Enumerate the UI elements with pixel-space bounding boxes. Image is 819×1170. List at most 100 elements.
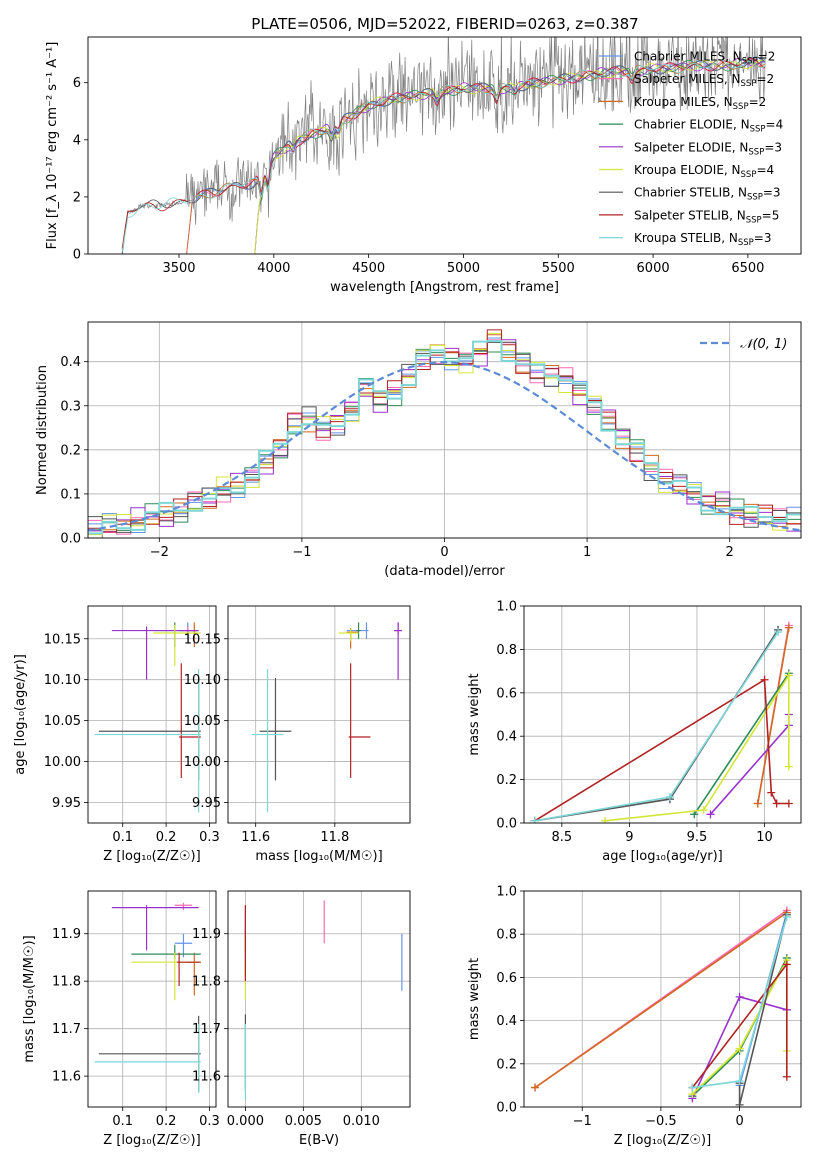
legend-label: Chabrier MILES, NSSP=2 <box>634 50 775 67</box>
x-axis-label: Z [log₁₀(Z/Z☉)] <box>103 1133 200 1148</box>
x-tick-label: 0.2 <box>156 1114 177 1129</box>
series-line <box>534 911 788 1089</box>
y-tick-label: 1.0 <box>496 600 517 615</box>
series-marker <box>782 912 791 921</box>
y-tick-label: 0.3 <box>60 399 81 414</box>
model-line <box>121 57 766 249</box>
panel-mass_vs_Z: 0.1 0.2 0.3 11.6 11.7 11.8 11.9 Z [log₁₀(Z/Z☉)]… <box>22 890 220 1148</box>
y-tick-label: 10.05 <box>44 714 81 729</box>
x-tick-label: 0.1 <box>112 1114 133 1129</box>
plot-area <box>88 329 801 538</box>
axes-frame <box>227 890 411 1108</box>
y-tick-label: 0.4 <box>496 1014 517 1029</box>
x-axis-label: Z [log₁₀(Z/Z☉)] <box>614 1133 711 1148</box>
panel-residuals: −2 −1 0 1 2 0.0 0.1 0.2 0.3 0.4 (data-model)/error… <box>35 321 802 579</box>
frame: 8.5 9 9.5 10 0.0 0.2 0.4 0.6 0.8 1.0 age [log₁₀(ag… <box>467 600 802 864</box>
plots-layer: 3500 4000 4500 5000 5500 6000 6500 0 2 4 6 waveleng… <box>13 36 802 1148</box>
y-tick-label: 10.00 <box>44 755 81 770</box>
legend: Chabrier MILES, NSSP=2 Salpeter MILES, NS… <box>599 50 783 248</box>
y-tick-label: 0.4 <box>60 355 81 370</box>
y-tick-label: 11.7 <box>52 1022 81 1037</box>
legend-label: Salpeter MILES, NSSP=2 <box>634 72 774 89</box>
plot-area <box>244 900 403 1100</box>
x-tick-label: 0.000 <box>227 1114 264 1129</box>
x-tick-label: 5000 <box>447 261 480 276</box>
x-tick-label: 0.3 <box>199 1114 220 1129</box>
series-line <box>534 629 779 822</box>
legend-label: Kroupa STELIB, NSSP=3 <box>634 231 772 248</box>
x-tick-label: 0.2 <box>156 830 177 845</box>
y-tick-label: 10.15 <box>184 632 221 647</box>
panel-weight_vs_Z: −1 −0.5 0 0.0 0.2 0.4 0.6 0.8 1.0 Z [log₁₀(Z/Z☉)]… <box>467 885 802 1148</box>
y-tick-label: 11.9 <box>52 927 81 942</box>
y-tick-label: 0.2 <box>496 773 517 788</box>
frame: 0.1 0.2 0.3 11.6 11.7 11.8 11.9 Z [log₁₀(Z/Z☉)]… <box>22 890 220 1148</box>
legend-label: Chabrier STELIB, NSSP=3 <box>634 186 781 203</box>
y-tick-label: 11.8 <box>52 975 81 990</box>
legend-label: Chabrier ELODIE, NSSP=4 <box>634 118 783 135</box>
panel-age_vs_mass: 11.6 11.8 9.95 10.00 10.05 10.10 10.15 mass [lo… <box>184 605 411 864</box>
normal-curve <box>88 360 801 532</box>
x-axis-label: Z [log₁₀(Z/Z☉)] <box>103 849 200 864</box>
plot-area <box>121 37 768 254</box>
series-marker <box>784 623 793 632</box>
model-line <box>254 58 765 254</box>
errorbar <box>111 626 199 680</box>
x-axis-label: wavelength [Angstrom, rest frame] <box>330 280 559 295</box>
y-tick-label: 11.8 <box>192 975 221 990</box>
x-axis-label: mass [log₁₀(M/M☉)] <box>255 849 382 864</box>
errorbar <box>356 622 361 639</box>
panel-mass_vs_ebv: 0.000 0.005 0.010 11.6 11.7 11.8 11.9 E(B-V) <box>192 890 411 1148</box>
series-marker <box>531 1083 540 1092</box>
errorbar <box>94 1023 201 1093</box>
y-axis-label: Flux [f_λ 10⁻¹⁷ erg cm⁻² s⁻¹ A⁻¹] <box>45 42 60 250</box>
x-tick-label: 6500 <box>731 261 764 276</box>
axes-frame <box>227 605 411 824</box>
series-marker <box>706 810 715 819</box>
errorbar <box>174 933 193 958</box>
x-tick-label: 4500 <box>352 261 385 276</box>
x-tick-label: 4000 <box>257 261 290 276</box>
series-marker <box>784 671 793 680</box>
errorbar <box>259 678 292 781</box>
x-axis-label: E(B-V) <box>299 1133 339 1148</box>
y-tick-label: 9.95 <box>192 796 221 811</box>
plot-area <box>531 906 791 1107</box>
x-tick-label: 0.005 <box>285 1114 322 1129</box>
series-marker <box>782 1072 791 1081</box>
y-tick-label: 0.0 <box>60 532 81 547</box>
errorbar <box>111 905 199 951</box>
errorbar <box>94 669 201 813</box>
frame: 3500 4000 4500 5000 5500 6000 6500 0 2 4 6 waveleng… <box>45 36 802 295</box>
y-tick-label: 2 <box>73 190 81 205</box>
legend-label: Salpeter ELODIE, NSSP=3 <box>634 140 782 157</box>
x-tick-label: 0.010 <box>343 1114 380 1129</box>
legend-label: Salpeter STELIB, NSSP=5 <box>634 208 779 225</box>
series-marker <box>735 1100 744 1107</box>
model-line <box>186 56 765 254</box>
y-axis-label: age [log₁₀(age/yr)] <box>13 654 28 775</box>
figure-title: PLATE=0506, MJD=52022, FIBERID=0263, z=0… <box>251 15 638 33</box>
y-tick-label: 10.10 <box>184 673 221 688</box>
axes-frame <box>523 890 802 1108</box>
series-marker <box>782 960 791 969</box>
y-tick-label: 0.4 <box>496 730 517 745</box>
y-tick-label: 0.1 <box>60 487 81 502</box>
series-line <box>709 714 790 815</box>
errorbar <box>176 952 201 986</box>
y-tick-label: 0.0 <box>496 1101 517 1116</box>
legend-label: Kroupa ELODIE, NSSP=4 <box>634 163 774 180</box>
y-axis-label: Normed distribution <box>35 365 50 495</box>
y-tick-label: 0 <box>73 248 81 263</box>
series-line <box>534 631 779 822</box>
y-tick-label: 10.00 <box>184 755 221 770</box>
series-marker <box>760 675 769 684</box>
series-marker <box>767 788 776 797</box>
legend-label: Kroupa MILES, NSSP=2 <box>634 95 766 112</box>
y-tick-label: 9.95 <box>52 796 81 811</box>
x-tick-label: −2 <box>150 545 169 560</box>
model-line <box>186 60 765 254</box>
errorbar <box>251 669 284 813</box>
panel-spectrum: 3500 4000 4500 5000 5500 6000 6500 0 2 4 6 waveleng… <box>45 36 802 295</box>
series-marker <box>735 1077 744 1086</box>
